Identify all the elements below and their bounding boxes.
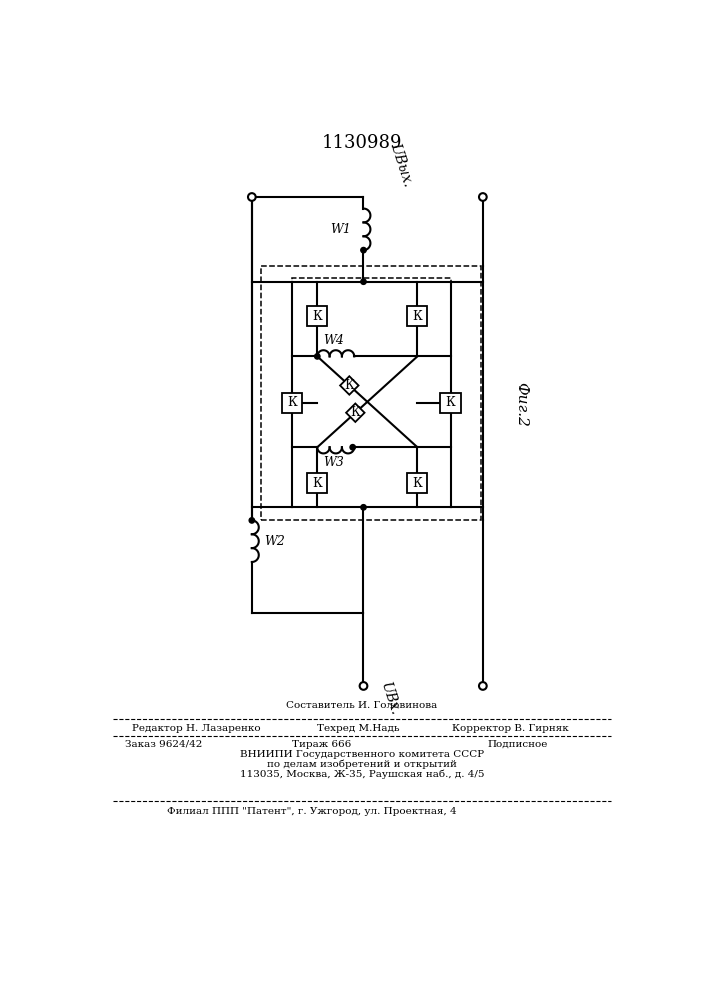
Text: по делам изобретений и открытий: по делам изобретений и открытий xyxy=(267,760,457,769)
Text: Редактор Н. Лазаренко: Редактор Н. Лазаренко xyxy=(132,724,261,733)
Circle shape xyxy=(361,247,366,253)
Text: ВНИИПИ Государственного комитета СССР: ВНИИПИ Государственного комитета СССР xyxy=(240,750,484,759)
Bar xyxy=(261,266,481,520)
Text: К: К xyxy=(412,477,422,490)
Text: К: К xyxy=(287,396,297,409)
Bar xyxy=(407,473,428,493)
Text: К: К xyxy=(412,310,422,323)
Circle shape xyxy=(315,354,320,359)
Circle shape xyxy=(361,279,366,284)
Text: W4: W4 xyxy=(324,334,344,347)
Bar xyxy=(282,393,302,413)
Text: К: К xyxy=(445,396,455,409)
Circle shape xyxy=(361,505,366,510)
Polygon shape xyxy=(346,403,365,422)
Bar xyxy=(440,393,460,413)
Circle shape xyxy=(479,682,486,690)
Polygon shape xyxy=(340,376,358,395)
Text: Составитель И. Головинова: Составитель И. Головинова xyxy=(286,701,438,710)
Text: Техред М.Надь: Техред М.Надь xyxy=(317,724,399,733)
Circle shape xyxy=(360,682,368,690)
Text: Фиг.2: Фиг.2 xyxy=(515,382,528,427)
Circle shape xyxy=(248,193,256,201)
Text: К: К xyxy=(351,406,360,419)
Text: UВых.: UВых. xyxy=(387,142,414,190)
Bar xyxy=(308,306,327,326)
Text: UВх.: UВх. xyxy=(378,681,402,717)
Text: 1130989: 1130989 xyxy=(322,134,402,152)
Circle shape xyxy=(249,518,255,523)
Text: W3: W3 xyxy=(324,456,344,469)
Text: Филиал ППП "Патент", г. Ужгород, ул. Проектная, 4: Филиал ППП "Патент", г. Ужгород, ул. Про… xyxy=(167,807,457,816)
Bar xyxy=(292,278,450,507)
Text: W1: W1 xyxy=(330,223,351,236)
Text: Тираж 666: Тираж 666 xyxy=(291,740,351,749)
Text: W2: W2 xyxy=(264,535,285,548)
Text: 113035, Москва, Ж-35, Раушская наб., д. 4/5: 113035, Москва, Ж-35, Раушская наб., д. … xyxy=(240,770,484,779)
Text: Корректор В. Гирняк: Корректор В. Гирняк xyxy=(452,724,569,733)
Bar xyxy=(407,306,428,326)
Bar xyxy=(308,473,327,493)
Text: К: К xyxy=(312,310,322,323)
Text: К: К xyxy=(344,379,354,392)
Text: Подписное: Подписное xyxy=(487,740,548,749)
Text: Заказ 9624/42: Заказ 9624/42 xyxy=(125,740,202,749)
Text: К: К xyxy=(312,477,322,490)
Circle shape xyxy=(479,193,486,201)
Circle shape xyxy=(350,445,356,450)
